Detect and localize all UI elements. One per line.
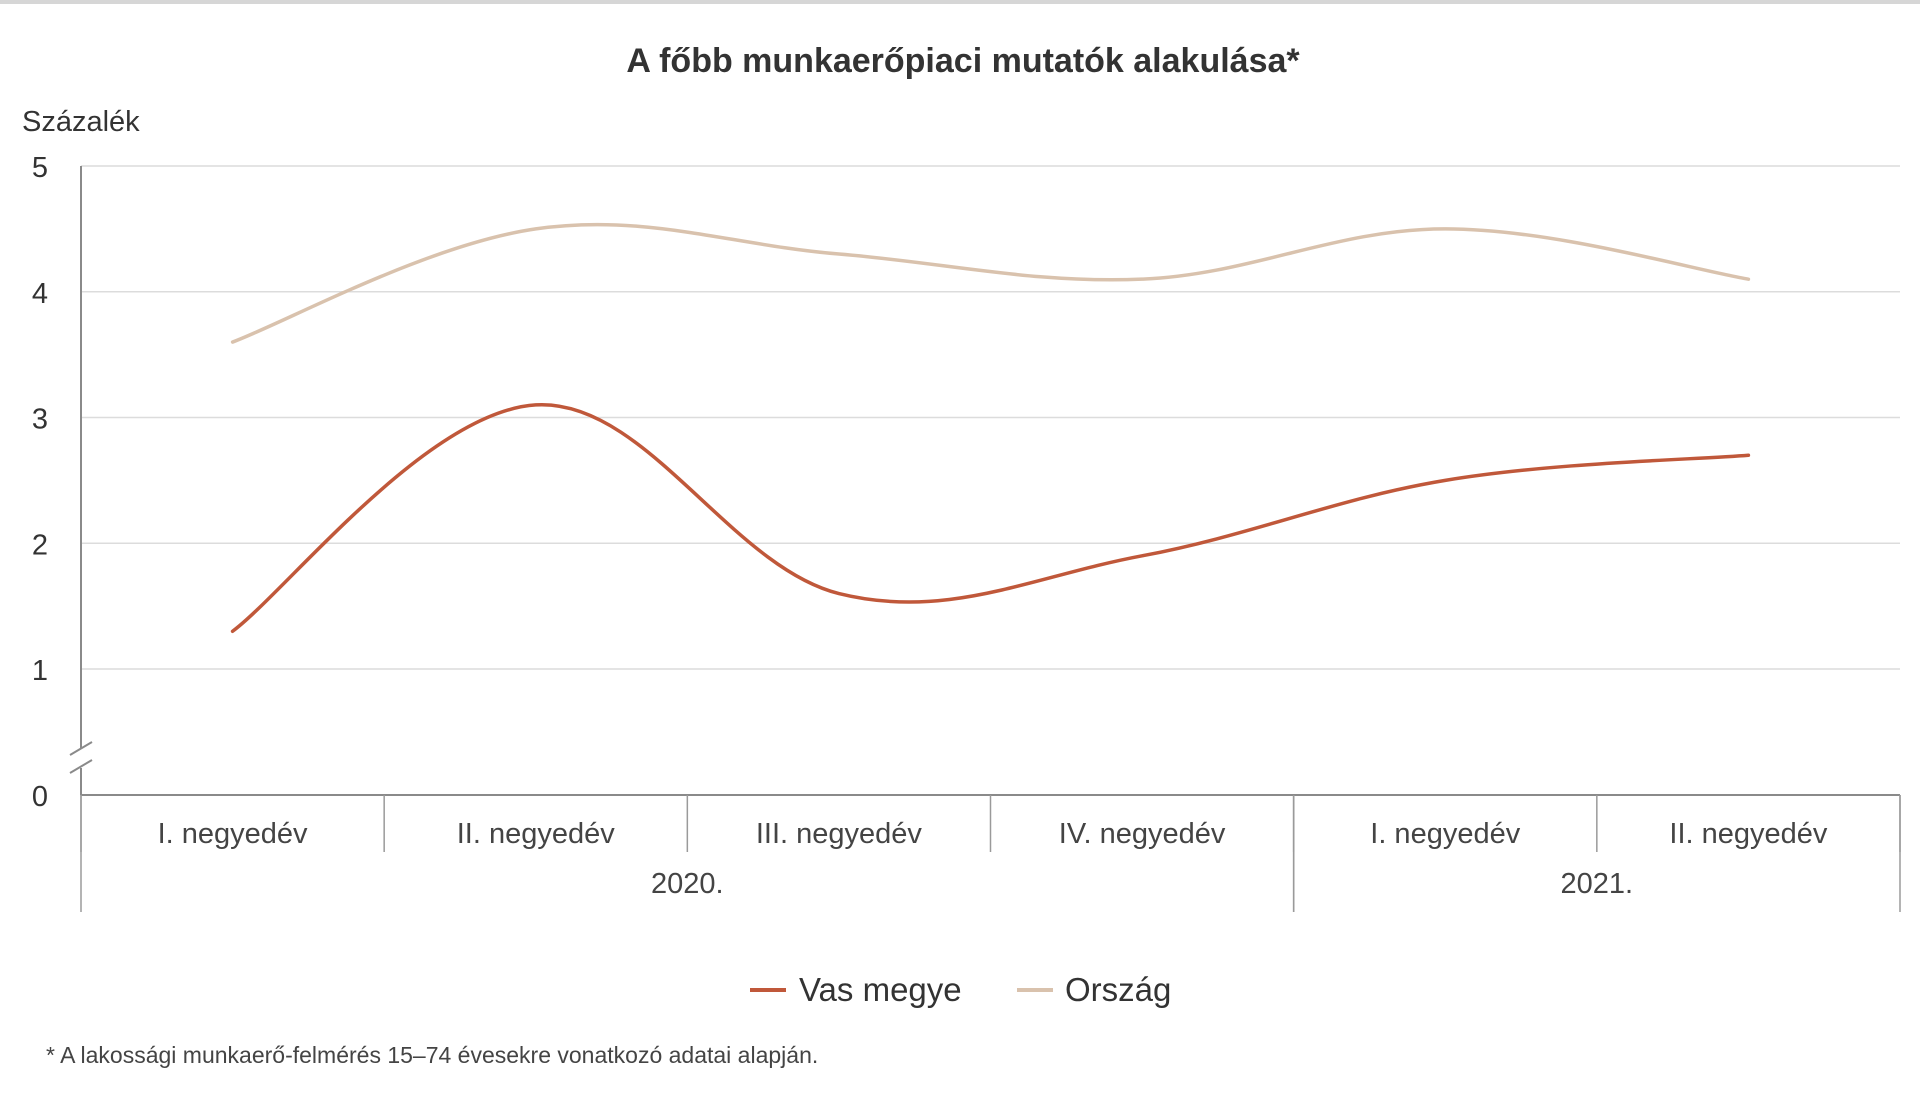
year-group-label: 2020.: [651, 868, 724, 900]
data-point: [229, 627, 237, 635]
y-tick-label: 0: [32, 781, 48, 813]
gridlines: [81, 165, 1900, 670]
y-tick-label: 1: [32, 655, 48, 687]
legend: Vas megye Ország: [750, 971, 1171, 1008]
axis-break-mark: [69, 741, 93, 756]
data-point: [532, 401, 540, 409]
x-tick-label: II. negyedév: [1669, 818, 1827, 850]
legend-label: Vas megye: [799, 971, 962, 1008]
series-line-vas-megye: [230, 403, 1751, 634]
x-tick-label: I. negyedév: [1370, 818, 1520, 850]
year-group-label: 2021.: [1561, 868, 1634, 900]
legend-label: Ország: [1065, 971, 1171, 1008]
series-lines: [229, 222, 1752, 635]
top-divider: [0, 0, 1920, 4]
data-point: [1441, 225, 1449, 233]
data-point: [1138, 552, 1146, 560]
x-tick-label: III. negyedév: [756, 818, 923, 850]
y-axis-label: Százalék: [22, 106, 140, 138]
data-point: [229, 338, 237, 346]
y-tick-label: 5: [32, 152, 48, 184]
x-tick-label: IV. negyedév: [1059, 818, 1226, 850]
x-tick-label: I. negyedév: [158, 818, 308, 850]
data-point: [835, 590, 843, 598]
axes: 0 1 2 3 4 5 I. negyedév II. negyedév III. negyed…: [32, 152, 1901, 912]
y-tick-label: 2: [32, 529, 48, 561]
data-point: [1744, 451, 1752, 459]
data-point: [1744, 275, 1752, 283]
chart-title: A főbb munkaerőpiaci mutatók alakulása*: [626, 42, 1300, 80]
y-tick-label: 3: [32, 404, 48, 436]
data-point: [1138, 275, 1146, 283]
data-point: [835, 250, 843, 258]
axis-break-mark: [69, 759, 93, 774]
data-point: [532, 225, 540, 233]
y-tick-label: 4: [32, 278, 48, 310]
footnote: * A lakossági munkaerő-felmérés 15–74 év…: [46, 1042, 818, 1068]
x-tick-label: II. negyedév: [457, 818, 615, 850]
data-point: [1441, 476, 1449, 484]
series-line-orszag: [230, 222, 1751, 344]
